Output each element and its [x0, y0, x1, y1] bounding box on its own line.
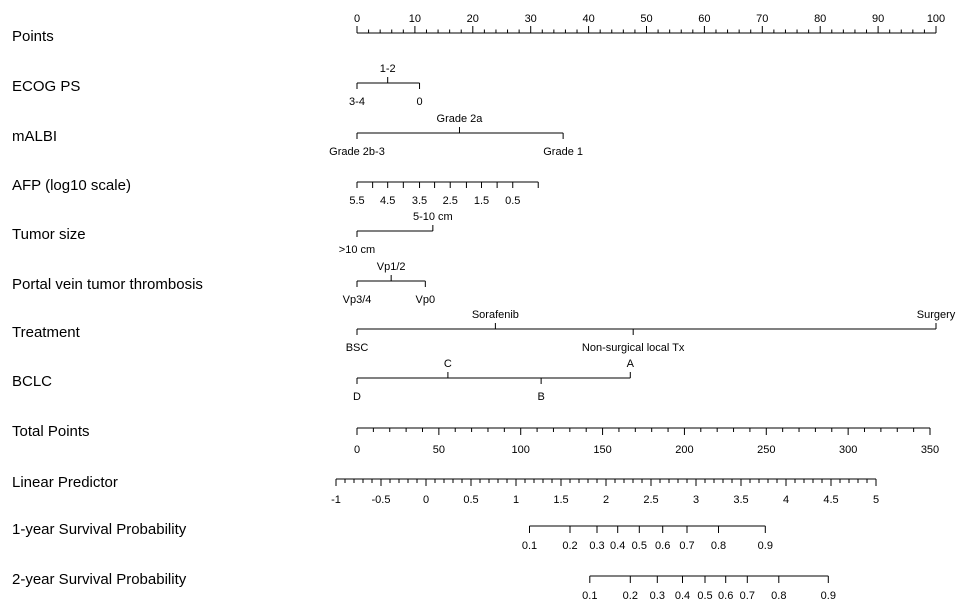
points-tick-label: 40: [582, 13, 594, 25]
points-tick-label: 10: [409, 13, 421, 25]
malbi-level-label: Grade 1: [543, 146, 583, 158]
1-year-survival-probability-tick-label: 0.6: [655, 540, 670, 552]
linear-predictor-tick-label: 1.5: [553, 494, 568, 506]
portal-vein-tumor-thrombosis-row-label: Portal vein tumor thrombosis: [12, 276, 203, 293]
total-points-tick-label: 250: [757, 444, 775, 456]
2-year-survival-probability-tick-label: 0.2: [623, 590, 638, 602]
ecog-ps-level-label: 3-4: [349, 96, 365, 108]
bclc-level-label: B: [537, 391, 544, 403]
treatment-level-label: BSC: [346, 342, 369, 354]
total-points-tick-label: 0: [354, 444, 360, 456]
malbi-level-label: Grade 2b-3: [329, 146, 385, 158]
afp-log10-scale-tick-label: 5.5: [349, 195, 364, 207]
bclc-level-label: A: [627, 358, 635, 370]
points-tick-label: 60: [698, 13, 710, 25]
tumor-size-row-label: Tumor size: [12, 226, 86, 243]
total-points-tick-label: 300: [839, 444, 857, 456]
points-tick-label: 80: [814, 13, 826, 25]
1-year-survival-probability-row-label: 1-year Survival Probability: [12, 521, 187, 538]
bclc-level-label: C: [444, 358, 452, 370]
treatment-row-label: Treatment: [12, 324, 81, 341]
linear-predictor-tick-label: 5: [873, 494, 879, 506]
portal-vein-tumor-thrombosis-level-label: Vp1/2: [377, 261, 406, 273]
bclc-row-label: BCLC: [12, 373, 52, 390]
points-tick-label: 0: [354, 13, 360, 25]
ecog-ps-row-label: ECOG PS: [12, 78, 80, 95]
linear-predictor-tick-label: -0.5: [372, 494, 391, 506]
2-year-survival-probability-tick-label: 0.3: [650, 590, 665, 602]
afp-log10-scale-tick-label: 2.5: [443, 195, 458, 207]
afp-log10-scale-tick-label: 0.5: [505, 195, 520, 207]
points-row-label: Points: [12, 28, 54, 45]
total-points-tick-label: 200: [675, 444, 693, 456]
tumor-size-level-label: >10 cm: [339, 244, 375, 256]
bclc-level-label: D: [353, 391, 361, 403]
total-points-tick-label: 150: [593, 444, 611, 456]
linear-predictor-tick-label: 0: [423, 494, 429, 506]
afp-log10-scale-tick-label: 1.5: [474, 195, 489, 207]
points-tick-label: 70: [756, 13, 768, 25]
2-year-survival-probability-tick-label: 0.1: [582, 590, 597, 602]
linear-predictor-tick-label: 3: [693, 494, 699, 506]
portal-vein-tumor-thrombosis-level-label: Vp0: [416, 294, 436, 306]
afp-log10-scale-tick-label: 4.5: [380, 195, 395, 207]
2-year-survival-probability-tick-label: 0.8: [771, 590, 786, 602]
ecog-ps-level-label: 0: [416, 96, 422, 108]
points-tick-label: 100: [927, 13, 945, 25]
2-year-survival-probability-tick-label: 0.5: [697, 590, 712, 602]
2-year-survival-probability-tick-label: 0.6: [718, 590, 733, 602]
1-year-survival-probability-tick-label: 0.7: [679, 540, 694, 552]
points-tick-label: 90: [872, 13, 884, 25]
points-tick-label: 20: [467, 13, 479, 25]
1-year-survival-probability-tick-label: 0.1: [522, 540, 537, 552]
1-year-survival-probability-tick-label: 0.9: [758, 540, 773, 552]
total-points-tick-label: 350: [921, 444, 939, 456]
points-tick-label: 30: [525, 13, 537, 25]
malbi-level-label: Grade 2a: [437, 113, 484, 125]
1-year-survival-probability-tick-label: 0.8: [711, 540, 726, 552]
treatment-level-label: Surgery: [917, 309, 956, 321]
tumor-size-level-label: 5-10 cm: [413, 211, 453, 223]
malbi-row-label: mALBI: [12, 128, 57, 145]
afp-log10-scale-tick-label: 3.5: [412, 195, 427, 207]
1-year-survival-probability-tick-label: 0.4: [610, 540, 625, 552]
linear-predictor-tick-label: 0.5: [463, 494, 478, 506]
total-points-row-label: Total Points: [12, 423, 90, 440]
linear-predictor-tick-label: -1: [331, 494, 341, 506]
2-year-survival-probability-tick-label: 0.9: [821, 590, 836, 602]
linear-predictor-tick-label: 3.5: [733, 494, 748, 506]
treatment-level-label: Sorafenib: [472, 309, 519, 321]
ecog-ps-level-label: 1-2: [380, 63, 396, 75]
portal-vein-tumor-thrombosis-level-label: Vp3/4: [343, 294, 372, 306]
linear-predictor-row-label: Linear Predictor: [12, 474, 118, 491]
afp-log10-scale-row-label: AFP (log10 scale): [12, 177, 131, 194]
2-year-survival-probability-tick-label: 0.7: [740, 590, 755, 602]
2-year-survival-probability-tick-label: 0.4: [675, 590, 690, 602]
1-year-survival-probability-tick-label: 0.3: [589, 540, 604, 552]
total-points-tick-label: 50: [433, 444, 445, 456]
points-tick-label: 50: [640, 13, 652, 25]
linear-predictor-tick-label: 1: [513, 494, 519, 506]
1-year-survival-probability-tick-label: 0.5: [632, 540, 647, 552]
treatment-level-label: Non-surgical local Tx: [582, 342, 685, 354]
2-year-survival-probability-row-label: 2-year Survival Probability: [12, 571, 187, 588]
linear-predictor-tick-label: 2.5: [643, 494, 658, 506]
1-year-survival-probability-tick-label: 0.2: [562, 540, 577, 552]
linear-predictor-tick-label: 4: [783, 494, 789, 506]
total-points-tick-label: 100: [512, 444, 530, 456]
linear-predictor-tick-label: 4.5: [823, 494, 838, 506]
linear-predictor-tick-label: 2: [603, 494, 609, 506]
